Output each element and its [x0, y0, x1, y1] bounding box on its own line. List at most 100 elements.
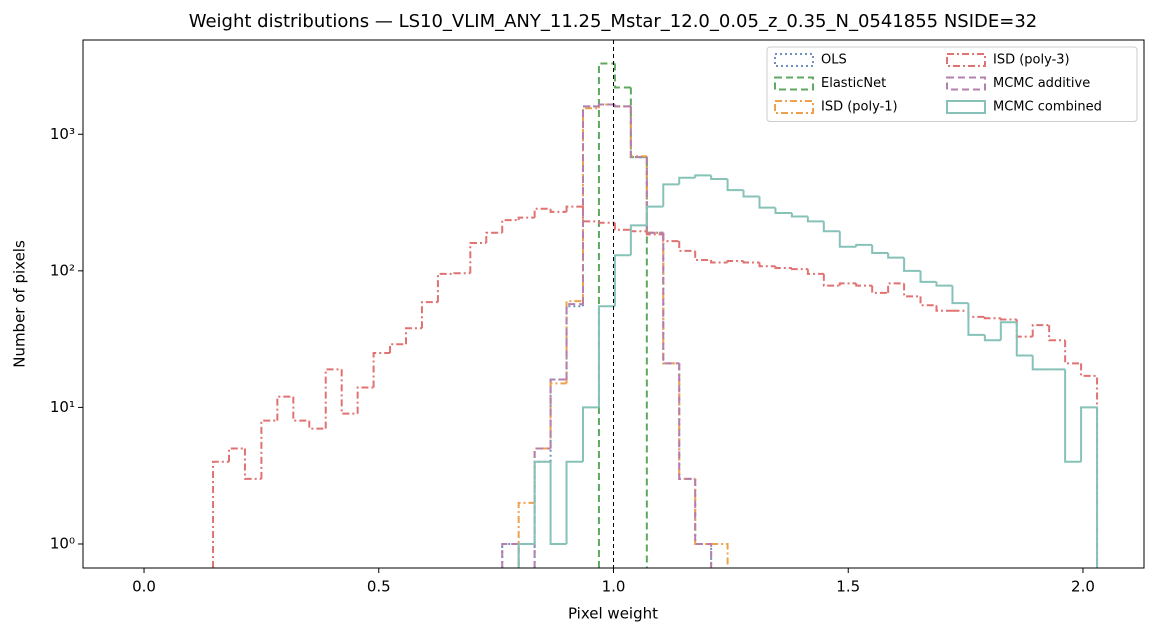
histogram-step: [662, 183, 680, 207]
histogram-step: [565, 460, 583, 544]
histogram-step: [453, 272, 471, 275]
histogram-step: [533, 460, 551, 544]
histogram-step: [871, 244, 889, 255]
histogram-step: [597, 221, 615, 224]
histogram-step: [629, 224, 647, 256]
histogram-step: [694, 478, 712, 545]
histogram-step: [983, 316, 1001, 320]
legend-label: ISD (poly-3): [993, 53, 1070, 68]
histogram-step: [678, 363, 696, 480]
histogram-step: [1080, 406, 1099, 568]
histogram-step: [260, 419, 278, 479]
histogram-step: [726, 260, 744, 263]
histogram-step: [742, 190, 760, 198]
x-axis-label: Pixel weight: [568, 605, 658, 623]
histogram-step: [356, 386, 374, 414]
histogram-step: [565, 300, 583, 384]
histogram-step: [613, 254, 631, 307]
histogram-step: [549, 208, 567, 213]
legend-frame: [766, 46, 1138, 122]
legend-label: MCMC combined: [993, 100, 1102, 115]
histogram-step: [855, 283, 873, 287]
histogram-step: [742, 261, 760, 264]
histogram-step: [694, 250, 712, 262]
histogram-step: [1015, 322, 1033, 357]
histogram-step: [774, 266, 792, 269]
histogram-step: [565, 205, 583, 212]
histogram-step: [887, 253, 905, 259]
histogram-step: [903, 283, 921, 298]
histogram-step: [855, 243, 873, 247]
legend-swatch: [774, 100, 814, 114]
x-tick-label: 0.0: [132, 578, 156, 596]
x-tick-label: 1.0: [602, 578, 626, 596]
x-tick-label: 2.0: [1071, 578, 1095, 596]
histogram-step: [1048, 325, 1066, 342]
legend-swatch: [946, 100, 986, 114]
histogram-step: [1031, 324, 1050, 337]
y-tick-label: 10¹: [50, 398, 75, 416]
histogram-step: [822, 273, 840, 287]
legend-swatch: [946, 76, 986, 91]
histogram-step: [903, 257, 921, 272]
histogram-step: [501, 542, 520, 568]
histogram-step: [549, 382, 567, 449]
histogram-step: [420, 301, 438, 329]
histogram-step: [694, 478, 713, 568]
legend-label: ElasticNet: [821, 76, 886, 91]
histogram-step: [243, 448, 262, 480]
histogram-step: [806, 216, 824, 223]
legend-label: OLS: [821, 53, 847, 68]
y-axis-label: Number of pixels: [11, 240, 29, 368]
histogram-step: [324, 368, 342, 429]
histogram-step: [228, 447, 245, 462]
histogram-step: [1064, 369, 1082, 463]
histogram-step: [919, 270, 937, 283]
histogram-step: [662, 232, 680, 365]
histogram-step: [726, 179, 744, 192]
histogram-step: [276, 395, 294, 421]
histogram-step: [549, 378, 567, 449]
plot-area: [212, 40, 1099, 568]
histogram-step: [774, 207, 792, 215]
histogram-step: [517, 216, 535, 221]
histogram-step: [549, 461, 567, 545]
x-tick-label: 0.5: [367, 578, 391, 596]
histogram-step: [838, 231, 857, 248]
histogram-step: [469, 241, 487, 274]
histogram-step: [838, 282, 857, 286]
histogram-step: [629, 106, 647, 159]
histogram-step: [613, 63, 631, 89]
histogram-step: [1031, 355, 1050, 371]
y-tick-label: 10⁰: [50, 534, 75, 552]
histogram-step: [485, 231, 503, 243]
legend-label: MCMC additive: [993, 76, 1090, 91]
histogram-step: [613, 222, 631, 231]
histogram-step: [806, 269, 824, 275]
histogram-step: [951, 285, 969, 305]
histogram-step: [999, 321, 1017, 341]
histogram-step: [613, 104, 631, 108]
histogram-step: [935, 305, 953, 312]
histogram-step: [790, 267, 808, 271]
histogram-step: [678, 176, 696, 185]
histogram-step: [501, 219, 519, 233]
histogram-step: [389, 343, 406, 354]
histogram-step: [822, 221, 840, 233]
histogram-step: [919, 296, 937, 307]
histogram-step: [404, 327, 422, 345]
histogram-step: [967, 303, 985, 336]
histogram-step: [597, 103, 615, 107]
histogram-step: [678, 241, 696, 252]
histogram-step: [645, 231, 664, 236]
histogram-step: [710, 260, 728, 264]
histogram-step: [871, 285, 889, 294]
histogram-step: [308, 420, 326, 430]
legend-swatch: [946, 53, 986, 67]
histogram-step: [935, 281, 953, 287]
histogram-step: [1064, 340, 1082, 365]
histogram-step: [533, 207, 551, 218]
chart-title: Weight distributions — LS10_VLIM_ANY_11.…: [189, 11, 1038, 32]
histogram-step: [645, 205, 664, 226]
